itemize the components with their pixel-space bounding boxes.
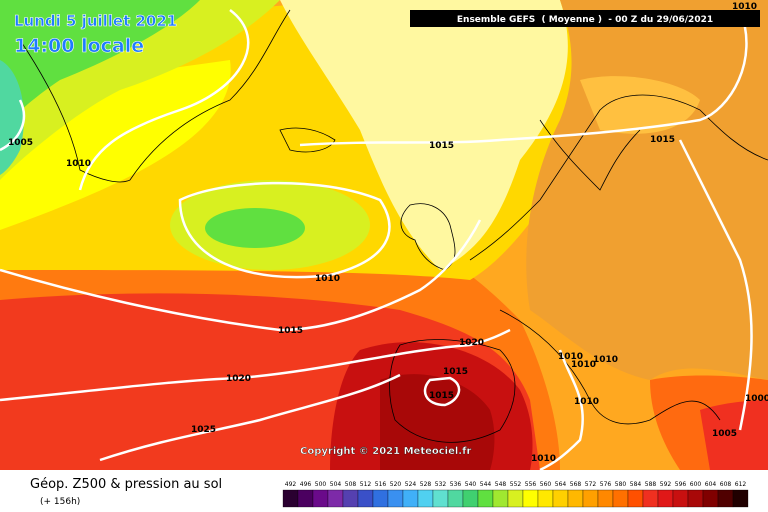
scale-label: 512 bbox=[360, 481, 372, 488]
scale-swatch bbox=[282, 489, 299, 508]
scale-label: 504 bbox=[330, 481, 342, 488]
scale-label: 544 bbox=[480, 481, 492, 488]
scale-label: 580 bbox=[615, 481, 627, 488]
scale-swatch bbox=[537, 489, 554, 508]
scale-swatch bbox=[447, 489, 464, 508]
scale-swatch bbox=[552, 489, 569, 508]
scale-label: 592 bbox=[660, 481, 672, 488]
scale-swatch bbox=[687, 489, 704, 508]
scale-swatch bbox=[402, 489, 419, 508]
scale-swatch bbox=[372, 489, 389, 508]
scale-label: 496 bbox=[300, 481, 312, 488]
isobar-label: 1010 bbox=[732, 2, 757, 12]
scale-swatch bbox=[672, 489, 689, 508]
scale-label: 612 bbox=[735, 481, 747, 488]
scale-swatch bbox=[642, 489, 659, 508]
scale-swatch bbox=[507, 489, 524, 508]
scale-swatch bbox=[462, 489, 479, 508]
scale-swatch bbox=[612, 489, 629, 508]
map-background bbox=[0, 0, 768, 470]
scale-swatch bbox=[327, 489, 344, 508]
scale-label: 492 bbox=[285, 481, 297, 488]
scale-swatch bbox=[387, 489, 404, 508]
scale-swatch bbox=[732, 489, 749, 508]
header-box bbox=[410, 10, 760, 27]
scale-swatch bbox=[432, 489, 449, 508]
scale-label: 568 bbox=[570, 481, 582, 488]
isobar-label: 1005 bbox=[712, 429, 737, 439]
legend-lead: (+ 156h) bbox=[40, 497, 80, 507]
scale-label: 552 bbox=[510, 481, 522, 488]
scale-label: 604 bbox=[705, 481, 717, 488]
scale-label: 576 bbox=[600, 481, 612, 488]
isobar-label: 1010 bbox=[315, 274, 340, 284]
isobar-label: 1015 bbox=[278, 326, 303, 336]
scale-label: 556 bbox=[525, 481, 537, 488]
scale-label: 548 bbox=[495, 481, 507, 488]
scale-swatch bbox=[342, 489, 359, 508]
isobar-labels: 1010 1005 1010 1015 1015 1010 1015 1020 … bbox=[8, 2, 768, 464]
scale-label: 508 bbox=[345, 481, 357, 488]
isobar-label: 1015 bbox=[443, 367, 468, 377]
scale-swatch bbox=[597, 489, 614, 508]
scale-swatch bbox=[582, 489, 599, 508]
scale-label: 532 bbox=[435, 481, 447, 488]
scale-swatch bbox=[417, 489, 434, 508]
scale-label: 596 bbox=[675, 481, 687, 488]
scale-swatch bbox=[477, 489, 494, 508]
isobar-label: 1010 bbox=[574, 397, 599, 407]
scale-label: 536 bbox=[450, 481, 462, 488]
scale-swatch bbox=[522, 489, 539, 508]
map-time: 14:00 locale bbox=[14, 35, 144, 57]
scale-label: 524 bbox=[405, 481, 417, 488]
scale-label: 560 bbox=[540, 481, 552, 488]
isobar-label: 1010 bbox=[593, 355, 618, 365]
isobar-label: 1000 bbox=[745, 394, 768, 404]
scale-label: 500 bbox=[315, 481, 327, 488]
isobar-label: 1010 bbox=[571, 360, 596, 370]
isobar-label: 1025 bbox=[191, 425, 216, 435]
legend-title: Géop. Z500 & pression au sol bbox=[30, 477, 222, 492]
isobar-label: 1015 bbox=[650, 135, 675, 145]
scale-label: 540 bbox=[465, 481, 477, 488]
scale-label: 588 bbox=[645, 481, 657, 488]
scale-label: 572 bbox=[585, 481, 597, 488]
scale-swatch bbox=[717, 489, 734, 508]
isobar-label: 1010 bbox=[66, 159, 91, 169]
scale-swatch bbox=[657, 489, 674, 508]
scale-swatch bbox=[702, 489, 719, 508]
isobar-label: 1015 bbox=[429, 141, 454, 151]
color-scale: 492 496 500 504 508 512 516 520 524 528 532 536 540 5… bbox=[282, 481, 749, 508]
model-info: Ensemble GEFS ( Moyenne ) - 00 Z du 29/0… bbox=[457, 15, 713, 25]
isobar-label: 1020 bbox=[226, 374, 251, 384]
isobar-label: 1005 bbox=[8, 138, 33, 148]
scale-swatch bbox=[492, 489, 509, 508]
scale-swatch bbox=[312, 489, 329, 508]
isobar-label: 1010 bbox=[558, 352, 583, 362]
scale-swatch bbox=[627, 489, 644, 508]
scale-label: 520 bbox=[390, 481, 402, 488]
scale-swatch bbox=[297, 489, 314, 508]
coastlines bbox=[19, 9, 768, 443]
scale-label: 600 bbox=[690, 481, 702, 488]
isobars bbox=[0, 9, 753, 472]
scale-swatch bbox=[567, 489, 584, 508]
scale-label: 528 bbox=[420, 481, 432, 488]
isobar-label: 1010 bbox=[531, 454, 556, 464]
scale-label: 584 bbox=[630, 481, 642, 488]
scale-swatch bbox=[357, 489, 374, 508]
copyright: Copyright © 2021 Meteociel.fr bbox=[300, 446, 471, 457]
scale-label: 608 bbox=[720, 481, 732, 488]
isobar-label: 1020 bbox=[459, 338, 484, 348]
scale-label: 516 bbox=[375, 481, 387, 488]
scale-label: 564 bbox=[555, 481, 567, 488]
map-date: Lundi 5 juillet 2021 bbox=[14, 12, 177, 30]
isobar-label: 1015 bbox=[429, 391, 454, 401]
